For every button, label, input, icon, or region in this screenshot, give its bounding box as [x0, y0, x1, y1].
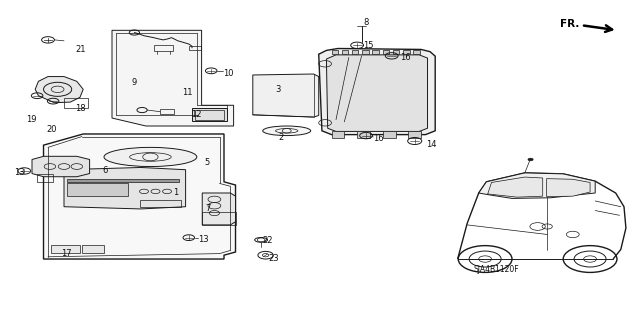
Bar: [357, 131, 370, 138]
Text: 3: 3: [275, 85, 280, 94]
Bar: [140, 200, 181, 207]
Polygon shape: [488, 177, 543, 197]
Bar: [51, 245, 80, 253]
Text: 13: 13: [14, 168, 25, 177]
Text: 11: 11: [182, 88, 193, 97]
Bar: [37, 174, 53, 182]
Bar: [403, 50, 410, 54]
Polygon shape: [319, 48, 435, 135]
Text: 12: 12: [191, 110, 201, 119]
Bar: [352, 50, 358, 54]
Polygon shape: [64, 167, 186, 209]
Text: 5: 5: [205, 158, 210, 167]
Text: SJA4B1120F: SJA4B1120F: [474, 265, 519, 274]
Text: 10: 10: [223, 69, 233, 78]
Polygon shape: [326, 55, 428, 131]
Text: 7: 7: [205, 204, 210, 213]
Bar: [192, 108, 227, 121]
Text: 16: 16: [373, 134, 384, 143]
Bar: [342, 50, 348, 54]
Circle shape: [528, 158, 533, 161]
Text: 15: 15: [363, 41, 373, 50]
Text: 14: 14: [426, 140, 436, 149]
Text: 13: 13: [198, 235, 209, 244]
Bar: [160, 109, 174, 114]
Bar: [64, 98, 88, 108]
Text: 20: 20: [47, 125, 57, 134]
Polygon shape: [35, 77, 83, 103]
Text: 19: 19: [26, 115, 36, 124]
Polygon shape: [112, 30, 234, 126]
Text: 22: 22: [262, 236, 273, 245]
Bar: [413, 50, 420, 54]
Bar: [408, 131, 421, 138]
Text: 1: 1: [173, 189, 178, 197]
Bar: [362, 50, 369, 54]
Text: 9: 9: [131, 78, 136, 87]
Text: 18: 18: [76, 104, 86, 113]
Polygon shape: [547, 179, 590, 197]
Text: 8: 8: [364, 18, 369, 27]
Bar: [372, 50, 379, 54]
Text: 23: 23: [269, 254, 280, 263]
Text: 6: 6: [102, 166, 108, 175]
Text: 21: 21: [76, 45, 86, 54]
Text: 17: 17: [61, 249, 72, 258]
Bar: [332, 50, 338, 54]
Ellipse shape: [263, 126, 311, 136]
Polygon shape: [202, 193, 236, 225]
Polygon shape: [479, 173, 595, 198]
Bar: [82, 245, 104, 253]
Bar: [154, 45, 173, 51]
Bar: [195, 110, 224, 120]
Polygon shape: [458, 173, 626, 259]
Bar: [383, 50, 389, 54]
Bar: [202, 212, 236, 225]
Text: 2: 2: [278, 133, 284, 142]
Text: FR.: FR.: [560, 19, 579, 29]
Bar: [383, 131, 396, 138]
Bar: [189, 46, 201, 50]
Bar: [393, 50, 399, 54]
Polygon shape: [253, 74, 319, 117]
Bar: [67, 183, 128, 196]
Polygon shape: [32, 156, 90, 177]
Bar: [332, 131, 344, 138]
Bar: [67, 179, 179, 182]
Ellipse shape: [104, 147, 197, 167]
Text: 16: 16: [400, 53, 411, 62]
Polygon shape: [44, 134, 236, 259]
